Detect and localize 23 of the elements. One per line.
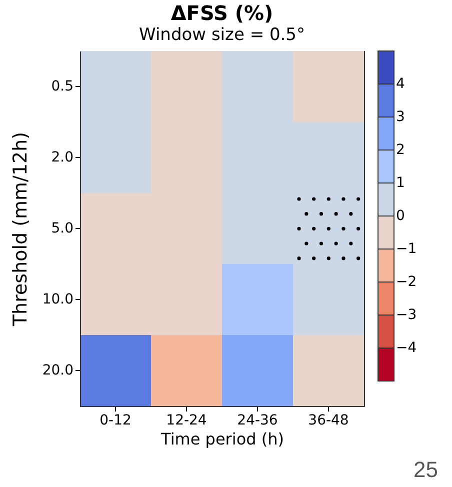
color-bar-label: 3 [396,109,405,125]
chart-subtitle: Window size = 0.5° [139,25,305,45]
y-tick-label: 20.0 [42,362,74,378]
color-bar-label: 1 [396,175,405,191]
color-bar-label: −1 [396,241,417,257]
chart-title: ΔFSS (%) [170,1,274,25]
y-axis-title: Threshold (mm/12h) [9,132,32,328]
x-axis-title: Time period (h) [160,430,284,448]
x-tick-label: 24-36 [237,412,278,428]
y-tick-label: 2.0 [51,150,74,166]
x-tick-label: 12-24 [166,412,207,428]
color-bar-label: −4 [396,340,417,356]
y-tick-label: 0.5 [51,78,74,94]
color-bar-label: 2 [396,142,405,158]
color-bar-label: 0 [396,208,405,224]
x-tick-label: 0-12 [100,412,132,428]
color-bar-label: 4 [396,76,405,92]
y-tick-label: 5.0 [51,220,74,236]
color-bar-label: −2 [396,274,417,290]
text: 25 [414,457,438,483]
x-tick-label: 36-48 [308,412,349,428]
color-bar-label: −3 [396,307,417,323]
y-tick-label: 10.0 [42,292,74,308]
